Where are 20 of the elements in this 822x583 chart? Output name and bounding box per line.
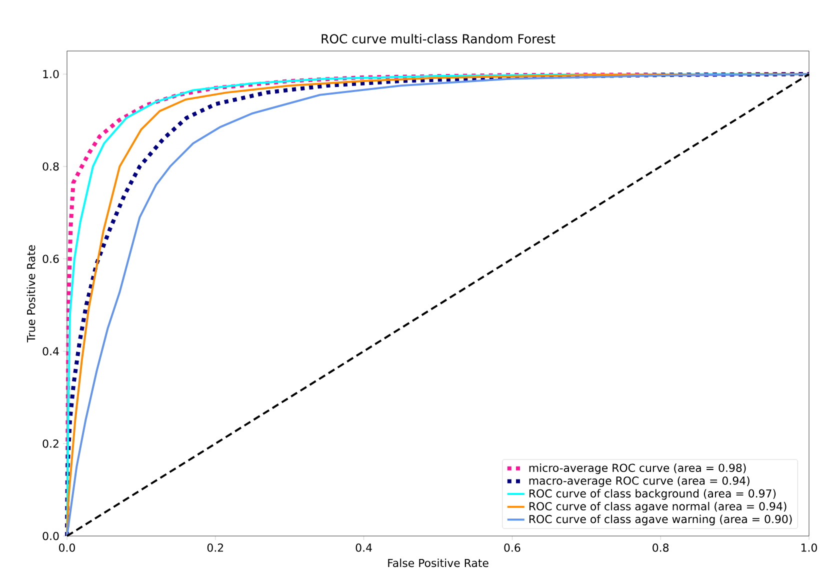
x-tick-label: 0.4 xyxy=(356,544,372,552)
y-axis-title: True Positive Rate xyxy=(26,245,36,342)
x-tick-label: 0.6 xyxy=(504,544,520,552)
x-tick-label: 0.2 xyxy=(207,544,224,552)
legend-label: ROC curve of class agave warning (area = 0.90) xyxy=(529,514,792,526)
legend-label: micro-average ROC curve (area = 0.98) xyxy=(529,464,746,474)
y-tick-label: 1.0 xyxy=(43,70,59,78)
x-tick-label: 0.8 xyxy=(652,544,669,552)
x-axis-title: False Positive Rate xyxy=(388,558,488,568)
legend-label: ROC curve of class background (area = 0.97) xyxy=(529,489,776,500)
y-tick-label: 0.2 xyxy=(42,439,58,448)
legend-label: ROC curve of class agave normal (area = 0.94) xyxy=(529,502,786,513)
y-tick-label: 0.6 xyxy=(42,254,59,263)
y-tick-label: 0.0 xyxy=(42,532,59,540)
y-tick-label: 0.8 xyxy=(42,162,59,171)
legend-label: macro-average ROC curve (area = 0.94) xyxy=(529,476,750,487)
x-tick-label: 0.0 xyxy=(59,544,75,552)
y-tick-label: 0.4 xyxy=(42,347,59,356)
chart-title: ROC curve multi-class Random Forest xyxy=(322,34,556,44)
x-tick-label: 1.0 xyxy=(801,544,817,552)
